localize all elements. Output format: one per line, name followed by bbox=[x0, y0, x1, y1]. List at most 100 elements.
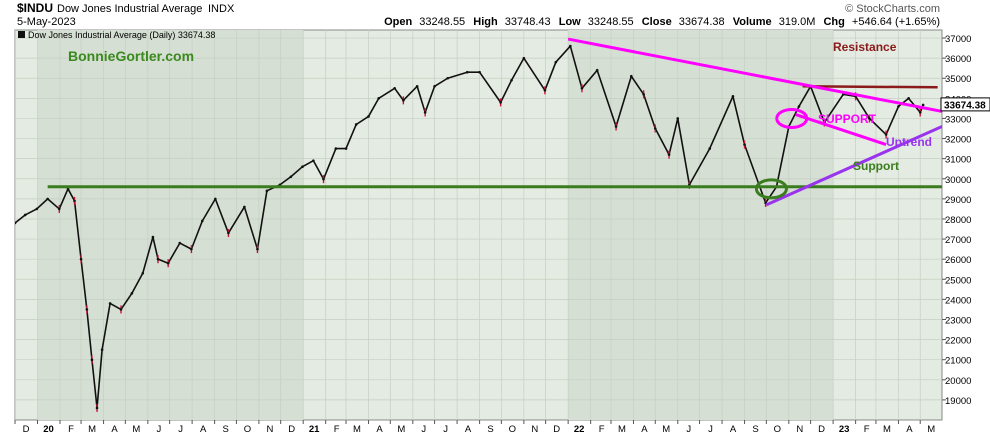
x-tick-label: F bbox=[599, 424, 605, 435]
x-tick-label: M bbox=[883, 424, 891, 435]
x-tick-label: 21 bbox=[309, 424, 320, 435]
price-point bbox=[119, 308, 123, 311]
last-value-box bbox=[940, 97, 990, 112]
y-tick-label: 25000 bbox=[945, 275, 971, 286]
price-point bbox=[95, 406, 99, 410]
price-point bbox=[433, 84, 436, 88]
y-tick-label: 23000 bbox=[945, 315, 971, 326]
price-point bbox=[100, 348, 104, 351]
last-value-text: 33674.38 bbox=[944, 100, 986, 111]
x-tick-label: A bbox=[111, 424, 118, 435]
x-tick-label: A bbox=[641, 424, 648, 435]
price-point bbox=[614, 125, 618, 128]
price-point bbox=[377, 97, 380, 100]
legend-swatch bbox=[18, 31, 25, 38]
x-tick-label: F bbox=[334, 424, 340, 435]
price-point bbox=[108, 302, 112, 305]
price-point bbox=[289, 175, 293, 179]
x-tick-label: S bbox=[487, 424, 493, 435]
price-point bbox=[907, 97, 910, 100]
price-point bbox=[499, 101, 502, 104]
price-point bbox=[141, 271, 145, 275]
x-tick-label: A bbox=[376, 424, 383, 435]
price-point bbox=[178, 241, 182, 245]
close-value: 33674.38 bbox=[679, 16, 725, 28]
y-tick-label: 19000 bbox=[945, 396, 971, 407]
close-label: Close bbox=[642, 16, 672, 28]
y-tick-label: 32000 bbox=[945, 135, 971, 146]
price-point bbox=[265, 189, 269, 193]
price-point bbox=[423, 111, 427, 114]
price-point bbox=[465, 70, 469, 74]
price-point bbox=[214, 197, 217, 201]
exchange: INDX bbox=[208, 3, 235, 15]
resistance-label: Resistance bbox=[833, 40, 897, 54]
resistance-line bbox=[802, 85, 938, 89]
price-point bbox=[797, 105, 801, 108]
support-label: Support bbox=[853, 159, 899, 173]
price-point bbox=[918, 111, 922, 114]
low-label: Low bbox=[559, 16, 581, 28]
y-tick-label: 37000 bbox=[945, 34, 971, 45]
price-point bbox=[676, 117, 680, 120]
y-tick-label: 31000 bbox=[945, 155, 971, 166]
price-point bbox=[415, 84, 419, 88]
price-point bbox=[344, 147, 348, 150]
x-tick-label: N bbox=[266, 424, 273, 435]
price-point bbox=[884, 133, 888, 136]
x-tick-label: N bbox=[796, 424, 803, 435]
y-tick-label: 22000 bbox=[945, 336, 971, 347]
price-point bbox=[522, 56, 526, 60]
open-value: 33248.55 bbox=[419, 16, 465, 28]
symbol: $INDU bbox=[17, 1, 53, 15]
price-point bbox=[190, 247, 193, 251]
price-point bbox=[478, 70, 481, 74]
x-tick-label: M bbox=[397, 424, 405, 435]
price-point bbox=[90, 358, 94, 361]
x-tick-label: O bbox=[244, 424, 251, 435]
price-point bbox=[393, 86, 396, 90]
x-tick-label: D bbox=[818, 424, 825, 435]
price-point bbox=[653, 127, 657, 130]
price-point bbox=[402, 99, 405, 102]
y-tick-label: 30000 bbox=[945, 175, 971, 186]
price-point bbox=[354, 123, 358, 126]
x-tick-label: M bbox=[88, 424, 96, 435]
y-tick-label: 35000 bbox=[945, 74, 971, 85]
price-point bbox=[46, 197, 49, 201]
price-point bbox=[15, 221, 17, 225]
downtrend-line bbox=[567, 37, 942, 113]
x-tick-label: J bbox=[178, 424, 183, 435]
x-tick-label: O bbox=[774, 424, 781, 435]
x-tick-label: A bbox=[200, 424, 207, 435]
x-tick-label: N bbox=[531, 424, 538, 435]
chg-value: +546.64 (+1.65%) bbox=[852, 16, 940, 28]
x-tick-label: 20 bbox=[43, 424, 54, 435]
x-tick-label: 23 bbox=[839, 424, 850, 435]
x-tick-label: 22 bbox=[574, 424, 585, 435]
uptrend-label: Uptrend bbox=[886, 135, 932, 149]
price-point bbox=[868, 117, 871, 120]
open-label: Open bbox=[384, 16, 412, 28]
price-point bbox=[897, 105, 900, 108]
x-tick-label: J bbox=[156, 424, 161, 435]
x-tick-label: A bbox=[906, 424, 913, 435]
price-point bbox=[35, 207, 39, 211]
y-tick-label: 20000 bbox=[945, 376, 971, 387]
x-tick-label: S bbox=[752, 424, 758, 435]
x-tick-label: F bbox=[864, 424, 870, 435]
price-point bbox=[256, 247, 259, 251]
price-point bbox=[151, 235, 155, 239]
price-point bbox=[312, 159, 315, 162]
x-tick-label: J bbox=[443, 424, 448, 435]
x-tick-label: J bbox=[421, 424, 426, 435]
y-tick-label: 26000 bbox=[945, 255, 971, 266]
shaded-year-band bbox=[568, 30, 834, 420]
x-tick-label: A bbox=[730, 424, 737, 435]
x-tick-label: M bbox=[662, 424, 670, 435]
price-point bbox=[446, 76, 449, 80]
y-tick-label: 24000 bbox=[945, 295, 971, 306]
index-name: Dow Jones Industrial Average bbox=[57, 3, 202, 15]
